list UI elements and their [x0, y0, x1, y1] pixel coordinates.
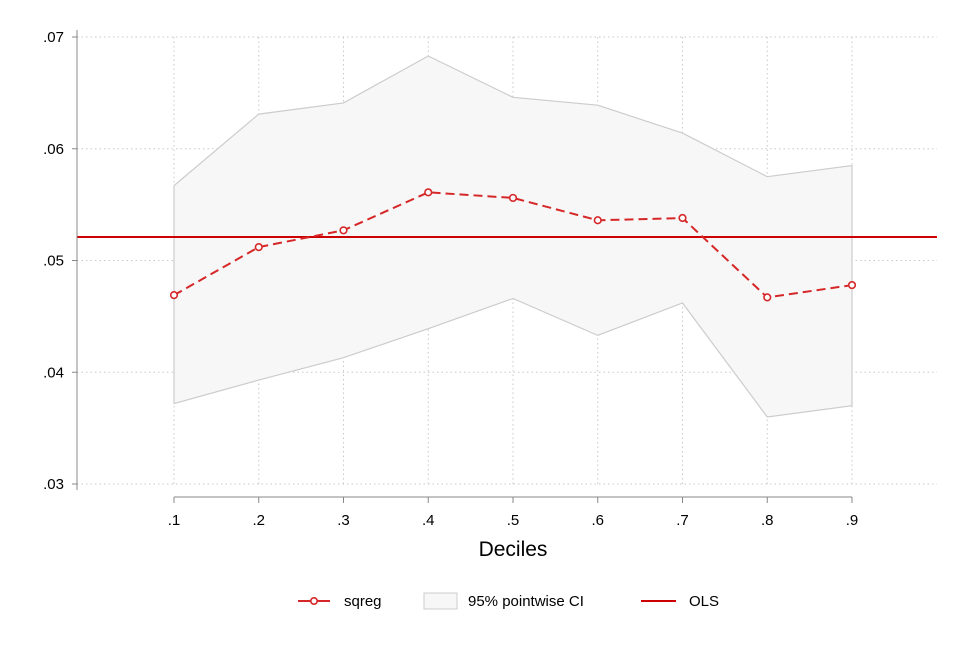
legend: sqreg 95% pointwise CI OLS	[298, 592, 719, 610]
y-tick-label: .05	[43, 253, 64, 270]
legend-sqreg-swatch-marker	[309, 596, 318, 605]
sqreg-line	[173, 191, 853, 299]
x-tick-label: .2	[252, 512, 265, 529]
x-tick-label: .7	[676, 512, 689, 529]
sqreg-point	[254, 242, 263, 252]
legend-ols-label: OLS	[689, 593, 719, 610]
x-tick-label: .6	[591, 512, 604, 529]
x-tick-label: .3	[337, 512, 350, 529]
legend-item-ci: 95% pointwise CI	[423, 592, 584, 610]
y-tick-label: .07	[43, 29, 64, 46]
sqreg-point	[424, 188, 433, 197]
sqreg-point	[169, 291, 179, 300]
y-tick-label: .03	[43, 476, 64, 493]
legend-ci-swatch	[423, 592, 458, 610]
sqreg-point	[508, 193, 518, 203]
legend-sqreg-label: sqreg	[344, 593, 382, 610]
axes: .03 .04 .05 .06 .07 .1 .2 .3 .4 .5 .6 .7 .8 .9	[43, 29, 858, 529]
x-tick-label: .4	[422, 512, 435, 529]
y-tick-label: .06	[43, 141, 64, 158]
x-tick-label: .8	[761, 512, 774, 529]
sqreg-point	[763, 293, 772, 302]
sqreg-point	[593, 216, 602, 225]
legend-item-sqreg: sqreg	[298, 593, 382, 610]
legend-item-ols: OLS	[641, 593, 719, 610]
x-axis-title: Deciles	[479, 538, 548, 561]
sqreg-series-layer	[169, 188, 857, 302]
sqreg-point	[678, 213, 687, 223]
x-tick-label: .9	[846, 512, 859, 529]
sqreg-point	[847, 280, 857, 290]
x-tick-label: .1	[168, 512, 181, 529]
y-tick-label: .04	[43, 364, 64, 381]
x-tick-label: .5	[507, 512, 520, 529]
sqreg-point	[339, 226, 348, 235]
legend-ci-label: 95% pointwise CI	[468, 593, 584, 610]
